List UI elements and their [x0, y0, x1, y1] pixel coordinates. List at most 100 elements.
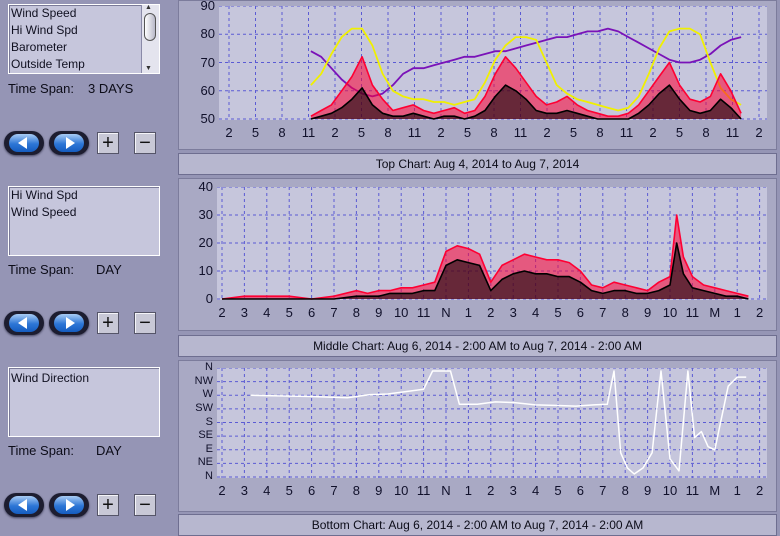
- zoom-out-button[interactable]: −: [134, 494, 156, 516]
- time-span: Time Span: DAY: [8, 262, 122, 277]
- x-tick-label: 11: [725, 125, 740, 140]
- x-tick-label: M: [709, 305, 721, 320]
- y-tick-label: E: [205, 442, 213, 455]
- top-chart-caption: Top Chart: Aug 4, 2014 to Aug 7, 2014: [178, 153, 777, 175]
- list-item[interactable]: Wind Direction: [11, 371, 90, 385]
- x-tick-label: 4: [263, 305, 271, 320]
- list-item[interactable]: Wind Speed: [11, 205, 77, 219]
- x-tick-label: 2: [487, 483, 495, 498]
- list-item[interactable]: Barometer: [11, 40, 68, 54]
- x-tick-label: 2: [755, 125, 763, 140]
- bottom-chart-series-list[interactable]: Wind Direction: [8, 367, 160, 437]
- x-tick-label: 5: [285, 483, 293, 498]
- top-chart-plot[interactable]: [219, 5, 767, 120]
- y-tick-label: SE: [198, 429, 213, 442]
- zoom-out-button[interactable]: −: [134, 312, 156, 334]
- prev-button[interactable]: [4, 311, 44, 335]
- prev-button[interactable]: [4, 131, 44, 155]
- scroll-thumb[interactable]: [144, 13, 156, 41]
- scroll-up-icon[interactable]: ▲: [145, 4, 152, 11]
- x-tick-label: 4: [531, 305, 540, 320]
- y-tick-label: 40: [198, 179, 213, 194]
- x-tick-label: 6: [576, 483, 584, 498]
- x-tick-label: 5: [675, 125, 684, 140]
- next-button[interactable]: [49, 311, 89, 335]
- x-tick-label: 3: [509, 483, 517, 498]
- x-tick-label: 3: [240, 483, 248, 498]
- list-item[interactable]: Outside Temp: [11, 57, 85, 71]
- x-tick-label: 2: [218, 483, 226, 498]
- time-span: Time Span: DAY: [8, 443, 122, 458]
- x-tick-label: 8: [621, 305, 629, 320]
- x-tick-label: 3: [509, 305, 517, 320]
- y-tick-label: NE: [197, 456, 213, 469]
- list-item[interactable]: Hi Wind Spd: [11, 188, 78, 202]
- x-tick-label: 5: [554, 305, 562, 320]
- x-tick-label: 2: [218, 305, 226, 320]
- series-line-wind-direction: [251, 370, 747, 475]
- x-tick-label: 4: [263, 483, 271, 498]
- x-tick-label: 6: [307, 483, 316, 498]
- scroll-down-icon[interactable]: ▼: [145, 65, 152, 72]
- middle-chart-caption: Middle Chart: Aug 6, 2014 - 2:00 AM to A…: [178, 335, 777, 357]
- x-tick-label: 6: [576, 305, 584, 320]
- x-tick-label: 5: [285, 305, 293, 320]
- x-tick-label: 11: [416, 305, 431, 320]
- y-tick-label: 60: [200, 82, 215, 98]
- bottom-chart-svg: [217, 367, 767, 478]
- x-tick-label: 10: [662, 483, 678, 498]
- x-tick-label: 7: [330, 305, 338, 320]
- x-tick-label: 4: [531, 483, 540, 498]
- x-tick-label: 9: [375, 305, 383, 320]
- x-tick-label: 2: [543, 125, 551, 140]
- x-tick-label: 8: [490, 125, 498, 140]
- x-tick-label: 2: [487, 305, 495, 320]
- x-tick-label: 1: [464, 483, 472, 498]
- top-chart-series-list[interactable]: Wind Speed Hi Wind Spd Barometer Outside…: [8, 4, 160, 74]
- x-tick-label: 11: [301, 125, 316, 140]
- zoom-in-button[interactable]: +: [97, 312, 119, 334]
- y-tick-label: S: [205, 415, 213, 428]
- x-tick-label: 9: [643, 483, 652, 498]
- zoom-out-button[interactable]: −: [134, 132, 156, 154]
- bottom-chart-plot[interactable]: [217, 367, 767, 478]
- x-tick-label: 8: [352, 483, 360, 498]
- middle-chart-plot[interactable]: [217, 186, 767, 300]
- y-tick-label: N: [205, 361, 213, 373]
- x-tick-label: 1: [733, 483, 741, 498]
- y-tick-label: 80: [200, 26, 215, 42]
- zoom-in-button[interactable]: +: [97, 494, 119, 516]
- x-tick-label: 5: [463, 125, 472, 140]
- x-tick-label: N: [441, 305, 451, 320]
- y-tick-label: NW: [194, 374, 213, 387]
- x-tick-label: 3: [240, 305, 248, 320]
- x-tick-label: 10: [393, 483, 409, 498]
- x-tick-label: 5: [357, 125, 366, 140]
- y-tick-label: SW: [195, 401, 213, 414]
- series-line-outside-temp: [310, 27, 742, 112]
- x-tick-label: 9: [643, 305, 652, 320]
- x-tick-label: 11: [416, 483, 431, 498]
- right-arrow-icon: [66, 317, 75, 329]
- x-tick-label: 8: [352, 305, 360, 320]
- x-tick-label: 5: [569, 125, 578, 140]
- left-arrow-icon: [18, 499, 27, 511]
- list-item[interactable]: Wind Speed: [11, 6, 77, 20]
- series-area-hi-wind-spd: [310, 56, 742, 119]
- list-scrollbar[interactable]: ▲ ▼: [141, 5, 159, 73]
- top-chart-svg: [219, 5, 767, 120]
- prev-button[interactable]: [4, 493, 44, 517]
- list-item[interactable]: Hi Wind Spd: [11, 23, 78, 37]
- y-tick-label: 90: [200, 0, 215, 13]
- middle-chart-series-list[interactable]: Hi Wind Spd Wind Speed: [8, 186, 160, 256]
- time-span-value: 3 DAYS: [88, 81, 134, 96]
- next-button[interactable]: [49, 131, 89, 155]
- zoom-in-button[interactable]: +: [97, 132, 119, 154]
- next-button[interactable]: [49, 493, 89, 517]
- x-tick-label: 7: [330, 483, 338, 498]
- x-tick-label: 8: [702, 125, 710, 140]
- y-tick-label: 30: [198, 207, 213, 222]
- x-tick-label: 5: [251, 125, 260, 140]
- x-tick-label: 2: [755, 483, 764, 498]
- x-tick-label: 10: [393, 305, 409, 320]
